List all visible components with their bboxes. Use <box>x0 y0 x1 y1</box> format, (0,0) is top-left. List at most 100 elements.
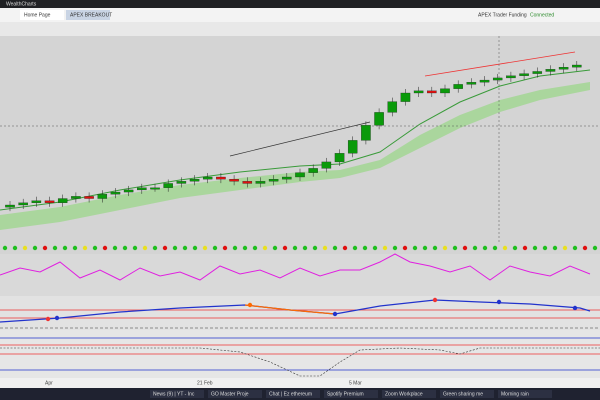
status-dot <box>42 245 48 251</box>
taskbar-label[interactable]: Chat | Ez ethereum <box>269 391 312 397</box>
signal-dot <box>332 311 338 317</box>
status-dot <box>142 245 148 251</box>
candle <box>123 189 134 193</box>
status-dot <box>432 245 438 251</box>
status-dot <box>392 245 398 251</box>
status-dot <box>202 245 208 251</box>
status-dot <box>62 245 68 251</box>
candle <box>347 140 358 154</box>
browser-bar <box>0 0 600 8</box>
oscillator-line <box>0 253 591 281</box>
date-label: Apr <box>45 380 53 386</box>
candle <box>268 179 279 182</box>
candle <box>295 172 305 178</box>
candle <box>97 194 108 199</box>
status-dot <box>582 245 588 251</box>
candle <box>479 79 490 83</box>
status-dot <box>242 245 248 251</box>
status-dot <box>402 245 408 251</box>
status-dot <box>72 245 78 251</box>
status-dot <box>272 245 278 251</box>
status-dot <box>412 245 418 251</box>
candle <box>176 181 187 184</box>
candle <box>189 179 200 182</box>
status-dot <box>92 245 98 251</box>
candle <box>519 73 529 76</box>
app-tab-label[interactable]: Home Page <box>24 12 51 18</box>
signal-dot <box>572 305 578 311</box>
taskbar-item[interactable] <box>208 390 262 398</box>
candle <box>216 176 226 180</box>
candle <box>255 181 266 184</box>
trend-line <box>229 121 371 157</box>
signal-dot <box>432 297 438 303</box>
status-dot <box>312 245 318 251</box>
status-dot <box>542 245 548 251</box>
app-tab[interactable] <box>66 10 110 20</box>
app-titlebar <box>0 8 600 22</box>
browser-tab[interactable]: WealthCharts <box>6 1 37 7</box>
date-axis <box>0 378 600 388</box>
status-dot <box>532 245 538 251</box>
taskbar-item[interactable] <box>498 390 552 398</box>
taskbar-label[interactable]: Green sharing me <box>443 391 483 397</box>
volume-curve <box>0 347 600 377</box>
status-dot <box>22 245 28 251</box>
status-dot <box>52 245 58 251</box>
taskbar-label[interactable]: News (9) | YT - Inc <box>153 391 195 397</box>
candle <box>413 90 424 94</box>
candle <box>137 187 147 191</box>
app-tab[interactable] <box>20 10 64 20</box>
momentum-pane <box>0 296 600 330</box>
taskbar-item[interactable] <box>382 390 436 398</box>
status-dot <box>362 245 368 251</box>
candle <box>466 82 477 85</box>
trend-line <box>424 51 576 77</box>
candle <box>427 90 437 94</box>
status-dot <box>252 245 258 251</box>
taskbar-item[interactable] <box>150 390 204 398</box>
status-dot <box>332 245 338 251</box>
status-dot <box>382 245 388 251</box>
status-dot <box>502 245 508 251</box>
status-dot <box>222 245 228 251</box>
taskbar-label[interactable]: Zoom Workplace <box>385 391 423 397</box>
status-dot <box>232 245 238 251</box>
date-label: 5 Mar <box>349 380 362 386</box>
taskbar-label[interactable]: GO Master Proje <box>211 391 249 397</box>
status-dot <box>422 245 428 251</box>
status-text: Connected <box>530 12 554 18</box>
status-dot <box>302 245 308 251</box>
status-dot <box>112 245 118 251</box>
taskbar-item[interactable] <box>440 390 494 398</box>
status-dot <box>292 245 298 251</box>
status-dot <box>492 245 498 251</box>
candle <box>453 84 463 89</box>
toolbar <box>0 22 600 36</box>
candle <box>18 202 28 206</box>
taskbar-label[interactable]: Spotify Premium <box>327 391 364 397</box>
taskbar-item[interactable] <box>324 390 378 398</box>
status-dot <box>2 245 8 251</box>
taskbar-item[interactable] <box>266 390 320 398</box>
app-tab-label[interactable]: APEX BREAKOUT <box>70 12 112 18</box>
indicator-band <box>0 82 590 230</box>
status-dot <box>212 245 218 251</box>
status-dot <box>12 245 18 251</box>
oscillator-pane <box>0 254 600 296</box>
candle <box>163 183 173 188</box>
status-dot <box>152 245 158 251</box>
status-dot <box>182 245 188 251</box>
status-dot <box>132 245 138 251</box>
candle <box>57 198 68 203</box>
candle <box>71 196 81 199</box>
candle <box>558 67 569 70</box>
status-dot <box>572 245 578 251</box>
taskbar-label[interactable]: Morning rain <box>501 391 529 397</box>
status-dot <box>262 245 268 251</box>
signal-dot <box>496 299 502 305</box>
status-dot <box>592 245 598 251</box>
status-dot <box>192 245 198 251</box>
